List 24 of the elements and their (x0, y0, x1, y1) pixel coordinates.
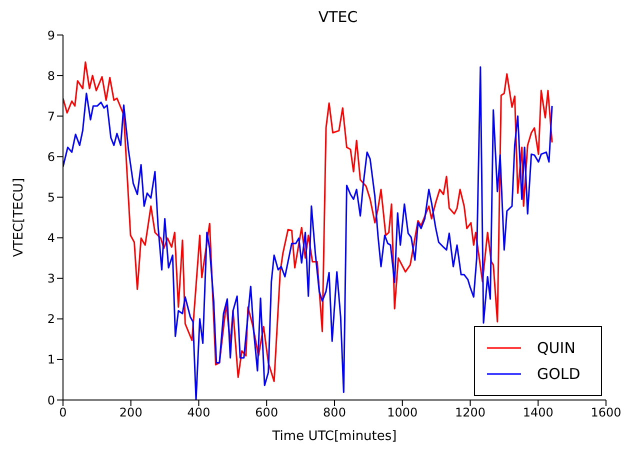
x-tick-label: 800 (323, 406, 346, 420)
x-tick-label: 1600 (590, 406, 622, 420)
y-axis-title: VTEC[TECU] (12, 178, 27, 258)
y-tick-label: 1 (47, 352, 55, 367)
y-tick-label: 8 (47, 68, 55, 83)
x-tick-label: 1000 (387, 406, 418, 420)
legend-label: GOLD (537, 364, 580, 385)
legend-label: QUIN (537, 338, 576, 359)
y-tick-label: 2 (47, 312, 55, 326)
y-tick-label: 5 (47, 190, 55, 204)
x-tick-label: 1400 (522, 406, 554, 420)
y-tick-label: 3 (47, 272, 55, 286)
x-tick-label: 200 (119, 406, 142, 420)
y-tick-label: 6 (47, 150, 55, 164)
x-axis-title: Time UTC[minutes] (271, 429, 397, 444)
y-tick-label: 7 (47, 109, 55, 124)
x-tick-label: 1200 (454, 406, 486, 420)
x-tick-label: 600 (255, 406, 278, 420)
chart-title: VTEC (317, 8, 359, 28)
y-tick-label: 4 (47, 231, 55, 246)
x-tick-label: 0 (59, 406, 67, 420)
x-tick-label: 400 (187, 406, 210, 420)
y-tick-label: 9 (47, 28, 55, 42)
y-tick-label: 0 (47, 393, 55, 408)
